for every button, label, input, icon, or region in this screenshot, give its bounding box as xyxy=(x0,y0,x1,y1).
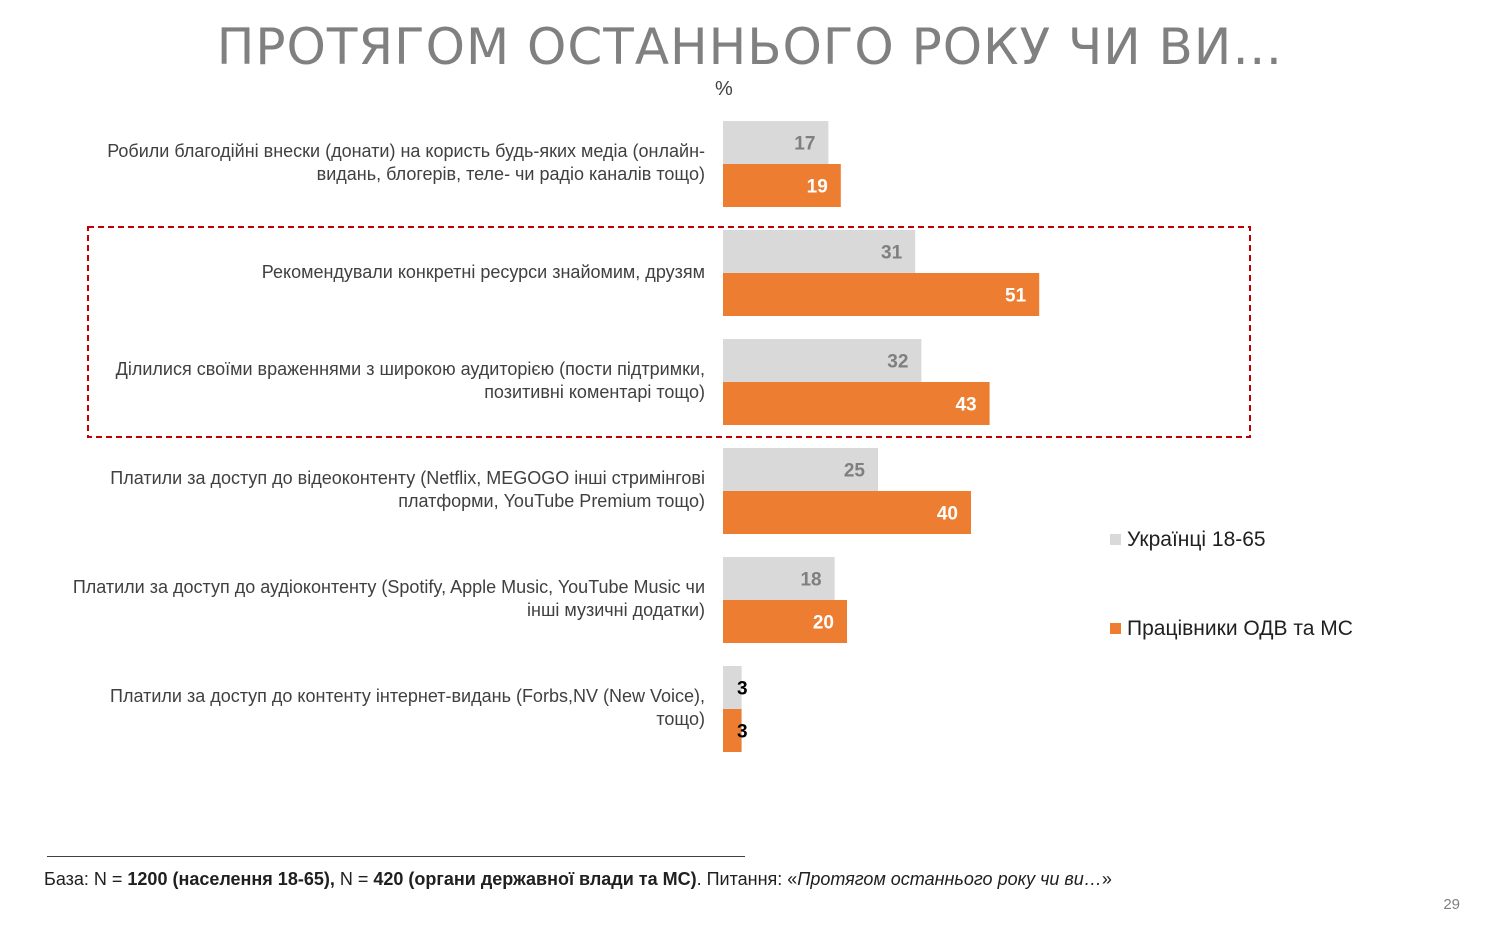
bar-officials xyxy=(723,491,971,534)
data-label: 51 xyxy=(1005,286,1027,307)
legend-label-officials: Працівники ОДВ та МС xyxy=(1127,617,1353,640)
category-label: Платили за доступ до аудіоконтенту (Spot… xyxy=(72,577,705,620)
page-number: 29 xyxy=(1443,896,1460,913)
bar-ukrainians xyxy=(723,121,829,164)
footnote-text-3: . Питання: « xyxy=(696,869,798,889)
footnote-divider xyxy=(47,856,745,857)
bar-officials xyxy=(723,164,841,207)
footnote-text-2: N = xyxy=(334,869,374,889)
bar-officials xyxy=(723,382,990,425)
category-label: Робили благодійні внески (донати) на кор… xyxy=(107,141,705,184)
category-label: Платили за доступ до контенту інтернет-в… xyxy=(110,686,705,729)
data-label: 18 xyxy=(800,570,821,591)
legend-item-officials: Працівники ОДВ та МС xyxy=(1110,617,1353,641)
data-label: 3 xyxy=(737,679,748,700)
data-label: 40 xyxy=(937,504,958,525)
category-label: Рекомендували конкретні ресурси знайомим… xyxy=(261,261,705,282)
data-label: 17 xyxy=(794,134,815,155)
bar-chart: 17 19 31 51 32 43 25 40 18 20 3 3 xyxy=(87,121,1251,752)
category-label: Ділилися своїми враженнями з широкою ауд… xyxy=(115,359,705,402)
footnote-bold-1: 1200 (населення 18-65), xyxy=(127,869,335,889)
legend-swatch-grey xyxy=(1110,534,1121,545)
footnote-question: Протягом останнього року чи ви… xyxy=(797,869,1102,889)
legend-item-ukrainians: Українці 18-65 xyxy=(1110,528,1266,552)
data-label: 31 xyxy=(881,243,903,264)
legend-swatch-orange xyxy=(1110,623,1121,634)
category-label: Платили за доступ до відеоконтенту (Netf… xyxy=(110,468,705,511)
bar-ukrainians xyxy=(723,448,878,491)
data-label: 32 xyxy=(887,352,908,373)
bar-officials xyxy=(723,600,847,643)
highlight-box xyxy=(87,226,1251,438)
footnote: База: N = 1200 (населення 18-65), N = 42… xyxy=(44,869,1112,890)
footnote-text-4: » xyxy=(1101,869,1112,889)
bar-ukrainians xyxy=(723,557,835,600)
bar-officials xyxy=(723,273,1040,316)
bar-officials xyxy=(723,709,742,752)
bar-ukrainians xyxy=(723,339,922,382)
unit-label: % xyxy=(715,78,733,100)
bar-ukrainians xyxy=(723,230,916,273)
page-title: ПРОТЯГОМ ОСТАННЬОГО РОКУ ЧИ ВИ… xyxy=(216,18,1284,76)
legend-label-ukrainians: Українці 18-65 xyxy=(1127,528,1266,551)
data-label: 20 xyxy=(813,613,834,634)
data-label: 43 xyxy=(955,395,976,416)
footnote-bold-2: 420 (органи державної влади та МС) xyxy=(373,869,697,889)
footnote-text-1: База: N = xyxy=(44,869,128,889)
data-label: 25 xyxy=(844,461,866,482)
bar-ukrainians xyxy=(723,666,742,709)
data-label: 3 xyxy=(737,722,748,743)
data-label: 19 xyxy=(807,177,828,198)
